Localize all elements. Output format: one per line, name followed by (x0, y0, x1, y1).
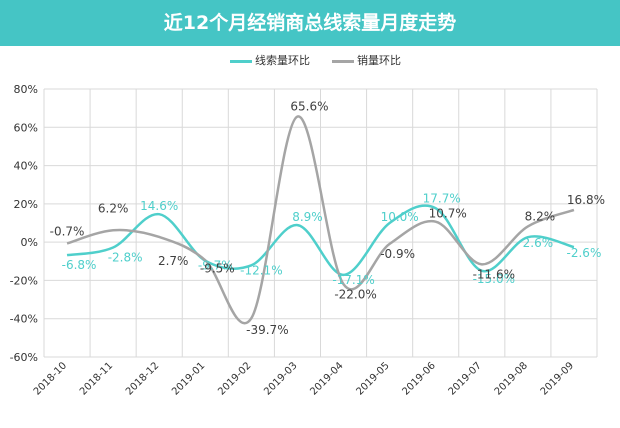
y-tick-label: 80% (14, 83, 38, 96)
x-tick-label: 2019-09 (539, 360, 576, 397)
series-line-sales (66, 115, 575, 325)
data-label-leads: -2.6% (567, 246, 602, 260)
data-label-leads: -9.7% (198, 259, 233, 273)
x-tick-label: 2019-03 (262, 360, 299, 397)
data-label-sales: 8.2% (525, 209, 556, 223)
data-label-leads: 10.0% (381, 210, 419, 224)
legend: 线索量环比 销量环比 (0, 53, 620, 69)
x-tick-label: 2019-06 (400, 360, 437, 397)
data-label-sales: -0.9% (380, 247, 415, 261)
data-label-sales: 6.2% (98, 201, 129, 215)
x-tick-label: 2018-11 (78, 360, 115, 397)
legend-swatch-sales (332, 59, 354, 63)
title-bar (0, 0, 620, 46)
data-label-leads: 8.9% (292, 210, 323, 224)
data-label-sales: 10.7% (429, 207, 467, 221)
data-label-leads: -6.8% (62, 258, 97, 272)
data-label-leads: -15.0% (473, 272, 515, 286)
data-label-sales: -22.0% (334, 287, 376, 301)
series-line-leads (66, 204, 575, 277)
y-tick-label: -20% (10, 274, 38, 287)
x-tick-label: 2019-02 (216, 360, 253, 397)
data-label-leads: 2.6% (523, 236, 554, 250)
x-tick-label: 2019-01 (170, 360, 207, 397)
data-label-leads: -12.1% (240, 263, 282, 277)
legend-label-leads: 线索量环比 (255, 54, 310, 67)
legend-item-leads[interactable]: 线索量环比 (230, 53, 310, 69)
data-label-sales: 16.8% (567, 193, 605, 207)
data-label-leads: -17.1% (332, 273, 374, 287)
x-tick-label: 2018-12 (124, 360, 161, 397)
y-tick-label: 0% (21, 236, 38, 249)
data-label-leads: 17.7% (423, 191, 461, 205)
legend-swatch-leads (230, 59, 252, 63)
data-label-sales: -39.7% (246, 323, 288, 337)
x-tick-label: 2019-07 (447, 360, 484, 397)
data-label-sales: 2.7% (158, 254, 189, 268)
data-label-leads: 14.6% (140, 199, 178, 213)
y-tick-label: -40% (10, 313, 38, 326)
x-tick-label: 2018-10 (32, 360, 69, 397)
chart-title: 近12个月经销商总线索量月度走势 (163, 12, 457, 34)
legend-item-sales[interactable]: 销量环比 (332, 53, 401, 69)
data-label-sales: 65.6% (290, 100, 328, 114)
y-tick-label: 60% (14, 121, 38, 134)
x-tick-label: 2019-08 (493, 360, 530, 397)
data-label-sales: -0.7% (50, 224, 85, 238)
data-label-leads: -2.8% (108, 251, 143, 265)
legend-label-sales: 销量环比 (357, 54, 401, 67)
x-tick-label: 2019-04 (308, 360, 345, 397)
y-tick-label: 20% (14, 198, 38, 211)
x-tick-label: 2019-05 (354, 360, 391, 397)
y-tick-label: -60% (10, 351, 38, 364)
data-label-sales: -9.5% (200, 261, 235, 275)
y-tick-label: 40% (14, 160, 38, 173)
data-label-sales: -11.6% (473, 267, 515, 281)
